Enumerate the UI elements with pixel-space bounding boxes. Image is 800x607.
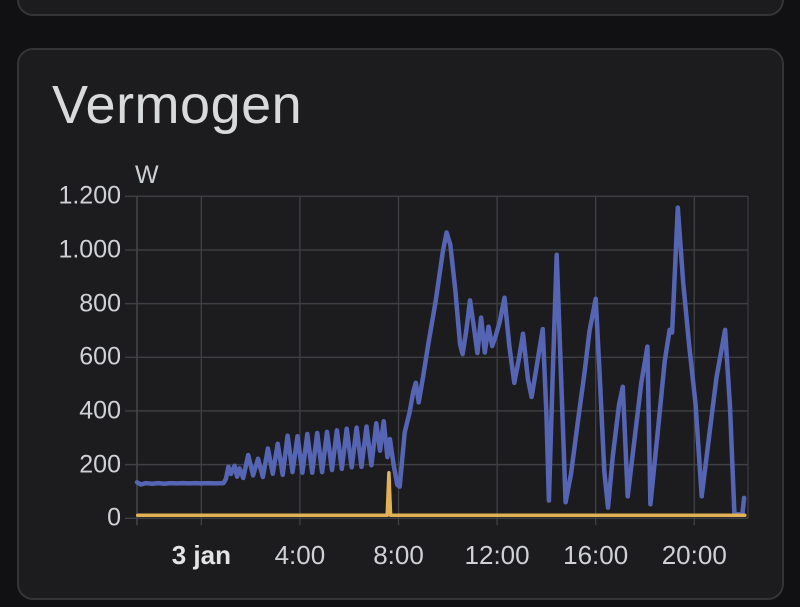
chart-gridlines — [125, 195, 749, 526]
x-tick-label: 20:00 — [661, 540, 727, 570]
y-tick-label: 600 — [79, 342, 121, 371]
x-tick-label: 4:00 — [274, 540, 326, 570]
y-axis-unit-label: W — [135, 161, 159, 189]
x-tick-label: 8:00 — [373, 540, 424, 570]
y-tick-label: 0 — [107, 503, 121, 532]
y-tick-label: 1.200 — [58, 181, 121, 210]
power-panel-card — [17, 48, 784, 600]
x-tick-label: 16:00 — [563, 540, 629, 570]
y-tick-label: 400 — [79, 396, 121, 425]
x-tick-label: 12:00 — [464, 540, 530, 570]
series-power-blue — [134, 205, 747, 518]
panel-title: Vermogen — [52, 75, 303, 135]
chart-series — [134, 205, 747, 518]
series-baseline-yellow — [135, 470, 747, 518]
y-tick-label: 1.000 — [58, 235, 121, 264]
y-tick-label: 800 — [79, 289, 121, 318]
y-tick-label: 200 — [79, 450, 121, 479]
x-tick-label: 3 jan — [171, 540, 231, 570]
